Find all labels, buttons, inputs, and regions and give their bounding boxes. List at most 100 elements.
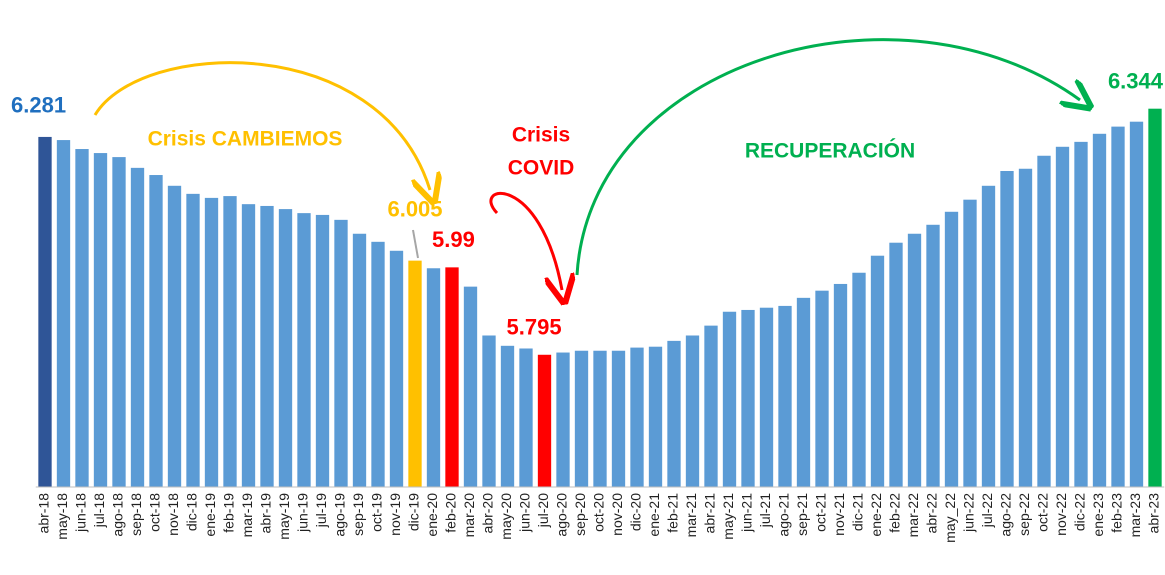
x-tick-label: jun-22: [961, 493, 977, 533]
x-tick-label: abr-18: [36, 493, 52, 534]
x-tick-label: nov-18: [165, 493, 181, 536]
x-tick-label: ene-21: [646, 493, 662, 537]
x-tick-label: dic-21: [850, 493, 866, 531]
arrow: [489, 191, 562, 290]
bar: [426, 268, 441, 487]
x-tick-label: jun-20: [517, 493, 533, 533]
bar: [574, 350, 589, 487]
bar: [1055, 146, 1070, 487]
bar: [186, 193, 200, 487]
value-label: 5.99: [432, 227, 475, 252]
bar: [1018, 168, 1033, 488]
annotation: Crisis: [512, 124, 570, 147]
bar: [1000, 170, 1014, 487]
bar: [519, 348, 533, 487]
value-label: 6.281: [11, 93, 66, 118]
value-label: 6.005: [387, 196, 442, 221]
bar: [926, 224, 940, 487]
x-tick-label: ago-20: [554, 493, 570, 537]
bar: [852, 272, 866, 487]
bar: [130, 167, 145, 487]
bar: [482, 335, 496, 487]
x-tick-label: nov-20: [609, 493, 625, 536]
x-tick-label: abr-19: [258, 493, 274, 534]
bar: [75, 149, 89, 488]
bar: [260, 205, 274, 487]
x-tick-label: oct-22: [1035, 493, 1051, 532]
annotation: Crisis CAMBIEMOS: [148, 128, 343, 151]
x-tick-label: mar-22: [905, 493, 921, 538]
x-tick-label: oct-21: [813, 493, 829, 532]
x-tick-label: nov-21: [831, 493, 847, 536]
x-tick-label: ene-20: [424, 493, 440, 537]
bar: [278, 209, 293, 487]
value-label: 5.795: [507, 315, 562, 340]
bar: [1037, 155, 1051, 487]
x-tick-label: mar-20: [461, 493, 477, 538]
x-tick-label: may-19: [276, 493, 292, 540]
bar: [500, 345, 515, 487]
x-tick-label: feb-23: [1109, 493, 1125, 533]
x-tick-label: ago-22: [998, 493, 1014, 537]
x-tick-label: nov-19: [387, 493, 403, 536]
x-tick-label: feb-22: [887, 493, 903, 533]
bar: [907, 233, 922, 487]
bar: [630, 347, 644, 487]
annotation: COVID: [508, 157, 575, 180]
x-tick-label: mar-23: [1127, 493, 1143, 538]
x-tick-label: feb-19: [221, 493, 237, 533]
bar: [241, 204, 256, 488]
x-tick-label: ene-19: [202, 493, 218, 537]
bar: [759, 307, 774, 487]
bar: [315, 214, 330, 487]
x-tick-label: abr-23: [1146, 493, 1162, 534]
bar: [167, 185, 182, 487]
x-tick-label: abr-20: [480, 493, 496, 534]
x-tick-label: mar-19: [239, 493, 255, 538]
bar: [1148, 108, 1162, 487]
bar: [722, 311, 737, 487]
x-tick-label: may-18: [54, 493, 70, 540]
bar: [704, 325, 718, 487]
value-label: 6.344: [1108, 69, 1164, 94]
x-tick-label: jul-22: [979, 493, 995, 528]
bar: [889, 242, 903, 487]
x-tick-label: ago-19: [332, 493, 348, 537]
bar: [38, 136, 52, 488]
bar: [112, 157, 126, 487]
x-tick-label: dic-22: [1072, 493, 1088, 531]
bar: [556, 352, 570, 487]
x-tick-label: may_22: [942, 493, 958, 543]
annotation: RECUPERACIÓN: [745, 139, 915, 163]
bar: [981, 185, 996, 487]
bar: [667, 340, 681, 487]
x-tick-label: jun-19: [295, 493, 311, 533]
x-tick-label: ago-21: [776, 493, 792, 537]
x-tick-label: jul-21: [757, 493, 773, 528]
x-tick-label: abr-22: [924, 493, 940, 534]
x-tick-label: ago-18: [110, 493, 126, 537]
bar: [741, 309, 755, 487]
x-tick-label: mar-21: [683, 493, 699, 538]
x-tick-label: dic-18: [184, 493, 200, 531]
bar: [685, 335, 700, 487]
bar: [1111, 126, 1125, 487]
x-tick-label: jul-18: [91, 493, 107, 528]
x-tick-label: sep-18: [128, 493, 144, 536]
bar: [463, 286, 478, 487]
x-tick-label: sep-19: [350, 493, 366, 536]
x-tick-label: feb-21: [665, 493, 681, 533]
x-tick-label: jul-20: [535, 493, 551, 528]
bar: [611, 350, 626, 487]
bar: [334, 219, 348, 488]
bar: [833, 283, 848, 487]
leader-line: [412, 229, 419, 259]
x-tick-label: feb-20: [443, 493, 459, 533]
bar: [408, 260, 422, 487]
bar: [648, 346, 663, 487]
bar: [223, 196, 237, 488]
bar: [1129, 121, 1144, 487]
x-tick-label: ene-23: [1090, 493, 1106, 537]
bar: [815, 290, 829, 487]
